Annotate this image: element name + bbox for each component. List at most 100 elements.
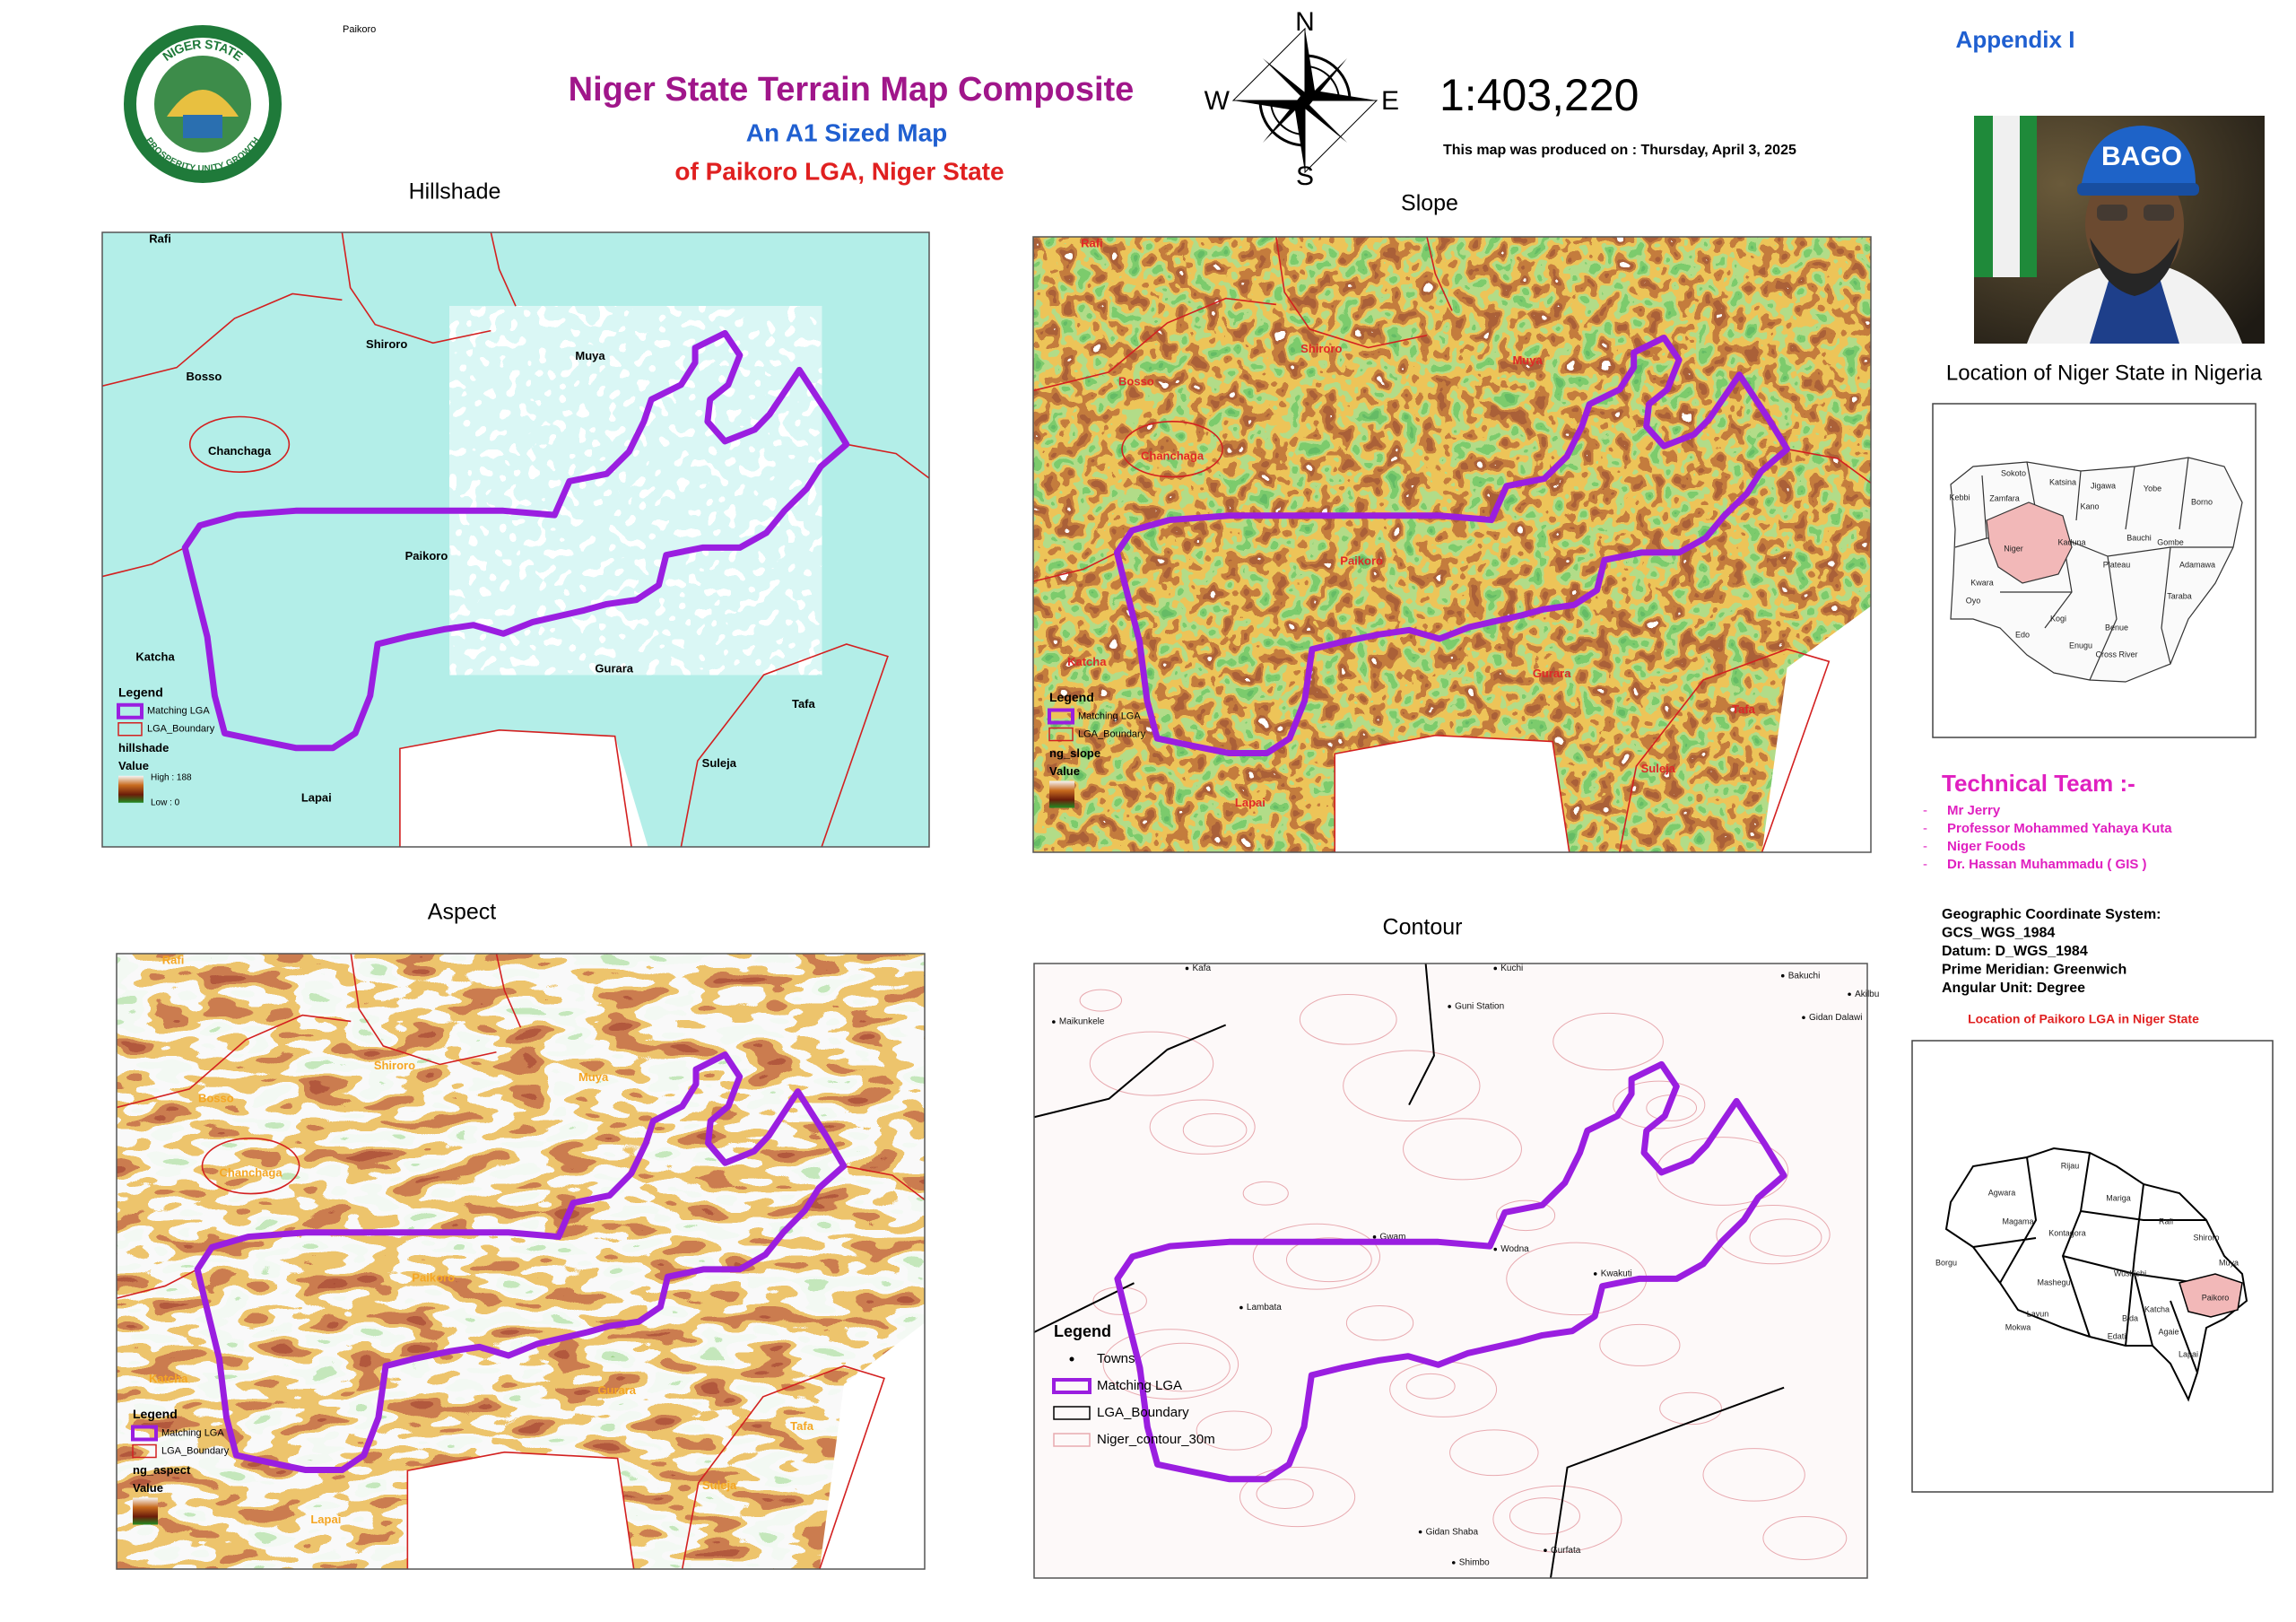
lga-label: Rafi	[2159, 1216, 2173, 1225]
contour-line	[1716, 1204, 1831, 1265]
panel-title: Aspect	[428, 900, 496, 925]
team-bullet: -	[1923, 839, 1927, 854]
legend-high: High : 188	[151, 772, 192, 782]
contour-line	[1552, 1012, 1664, 1071]
production-date: This map was produced on : Thursday, Apr…	[1443, 143, 1796, 158]
place-label: Katcha	[149, 1372, 188, 1385]
town-point	[1848, 992, 1851, 997]
town-point	[1185, 966, 1189, 971]
niger-outline	[1944, 1147, 2248, 1402]
map-panel: Slope Rafi Shiroro Bosso Muya Chanchaga Paikor…	[1032, 191, 1872, 853]
panel-frame	[1033, 963, 1868, 1579]
town-label: Lambata	[1247, 1303, 1282, 1312]
gcs-line: Datum: D_WGS_1984	[1942, 944, 2088, 959]
place-label: Shiroro	[366, 337, 407, 351]
team-member: Niger Foods	[1947, 839, 2026, 854]
place-label: Tafa	[792, 697, 816, 711]
lga-label: Katcha	[2144, 1304, 2170, 1313]
town-label: Bakuchi	[1788, 971, 1821, 981]
compass-n: N	[1295, 7, 1315, 37]
place-label: Paikoro	[1340, 554, 1383, 568]
state-label: Gombe	[2157, 537, 2184, 546]
team-title: Technical Team :-	[1942, 770, 2135, 797]
map-scale: 1:403,220	[1439, 70, 1639, 120]
town-point	[1802, 1016, 1805, 1020]
town-point	[1052, 1020, 1056, 1024]
state-label: Niger	[2004, 544, 2023, 553]
legend-low: Low : 0	[151, 798, 180, 807]
map-panels: Hillshade Rafi Shiroro Bosso Muya Chanchaga Pa…	[101, 179, 1879, 1579]
state-label: Oyo	[1966, 596, 1981, 605]
team-member: Dr. Hassan Muhammadu ( GIS )	[1947, 857, 2147, 872]
portrait-photo: BAGO	[1974, 116, 2265, 344]
contour-line	[1492, 1485, 1622, 1553]
state-label: Sokoto	[2001, 468, 2026, 477]
legend-item: Matching LGA	[147, 706, 210, 717]
legend-swatch	[132, 1443, 157, 1459]
town-point	[1780, 973, 1785, 978]
state-label: Zamfara	[1989, 493, 2020, 502]
map-panel: Hillshade Rafi Shiroro Bosso Muya Chanchaga Pa…	[101, 179, 930, 848]
legend-title: Legend	[1054, 1322, 1111, 1340]
lga-label: Agaie	[2158, 1327, 2179, 1336]
paikoro-highlight	[2179, 1273, 2243, 1318]
nodata-area	[407, 1452, 634, 1569]
legend-ramp	[1049, 780, 1074, 808]
compass-s: S	[1296, 161, 1314, 191]
town-point	[1239, 1305, 1243, 1310]
contour-line	[1496, 1199, 1556, 1232]
legend-item: Towns	[1097, 1351, 1135, 1366]
place-label: Gurara	[595, 661, 633, 675]
contour-line	[1509, 1497, 1580, 1535]
labels: Sokoto Katsina Jigawa Yobe Borno Kebbi Zamfara…	[1923, 468, 2239, 1358]
state-label: Bauchi	[2126, 533, 2152, 542]
contour-line	[1256, 1478, 1314, 1509]
place-label: Katcha	[1067, 655, 1107, 668]
nigeria-inset-title: Location of Niger State in Nigeria	[1946, 361, 2263, 385]
contour-line	[1749, 1218, 1822, 1257]
legend-title: Legend	[118, 685, 163, 699]
contour-line	[1343, 1050, 1481, 1122]
lga-label: Mokwa	[2005, 1322, 2031, 1331]
legend-swatch	[117, 722, 143, 737]
team-member: Professor Mohammed Yahaya Kuta	[1947, 821, 2172, 836]
team-bullet: -	[1923, 857, 1927, 872]
legend-ramp	[118, 775, 144, 803]
town-point	[1544, 1548, 1547, 1552]
legend-layer: ng_aspect	[133, 1463, 191, 1477]
legend-swatch	[117, 702, 144, 719]
cap-text: BAGO	[2101, 142, 2182, 171]
niger-inset-title: Location of Paikoro LGA in Niger State	[1968, 1012, 2199, 1026]
place-label: Chanchaga	[208, 444, 272, 458]
state-label: Enugu	[2069, 641, 2092, 650]
place-label: Rafi	[1081, 237, 1103, 250]
lga-label: Lapai	[2179, 1349, 2198, 1358]
team-bullet: -	[1923, 821, 1927, 836]
place-label: Suleja	[702, 756, 737, 770]
sheet-tag: Paikoro	[343, 24, 376, 35]
team-member: Mr Jerry	[1947, 803, 2001, 818]
place-label: Muya	[1512, 353, 1543, 367]
town-label: Gidan Dalawi	[1809, 1013, 1862, 1023]
town-label: Gidan Shaba	[1426, 1527, 1479, 1537]
place-label: Tafa	[790, 1419, 814, 1433]
place-label: Suleja	[702, 1478, 737, 1492]
contour-line	[1345, 1305, 1414, 1341]
place-label: Chanchaga	[1141, 449, 1205, 462]
state-label: Kogi	[2050, 614, 2066, 623]
legend-ramp	[133, 1497, 158, 1525]
hillshade-speckle	[449, 306, 822, 676]
place-label: Gurara	[597, 1383, 636, 1397]
appendix-label: Appendix I	[1956, 26, 2075, 53]
place-label: Paikoro	[405, 549, 448, 562]
contour-line	[1299, 994, 1397, 1045]
nodata-area	[399, 729, 648, 847]
place-label: Shiroro	[374, 1059, 415, 1072]
compass-e: E	[1381, 86, 1399, 116]
legend-swatch	[1053, 1406, 1091, 1420]
gcs-line: Angular Unit: Degree	[1942, 981, 2085, 996]
panel-frame	[116, 953, 926, 1570]
place-label: Gurara	[1533, 667, 1571, 680]
